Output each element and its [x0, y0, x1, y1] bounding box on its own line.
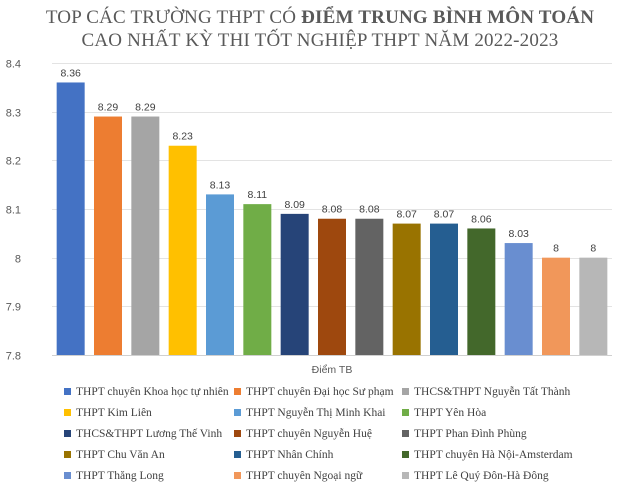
legend-label: THPT Yên Hòa: [414, 406, 487, 419]
y-tick-label: 7.9: [6, 302, 21, 314]
legend-swatch: [234, 430, 241, 437]
data-label: 8.06: [471, 213, 492, 225]
data-label: 8.07: [396, 209, 417, 221]
y-tick-label: 8: [15, 254, 21, 266]
legend-swatch: [402, 409, 409, 416]
bar: [467, 228, 496, 355]
legend-item: THPT chuyên Khoa học tự nhiên: [64, 384, 234, 399]
legend-label: THPT Kim Liên: [76, 406, 152, 419]
legend-label: THCS&THPT Nguyễn Tất Thành: [414, 385, 571, 398]
chart-title: TOP CÁC TRƯỜNG THPT CÓ ĐIỂM TRUNG BÌNH M…: [0, 6, 640, 52]
legend-label: THPT chuyên Ngoại ngữ: [246, 469, 363, 482]
legend-swatch: [402, 388, 409, 395]
legend-item: THCS&THPT Lương Thế Vinh: [64, 426, 234, 441]
data-label: 8.03: [508, 228, 529, 240]
data-label: 8.29: [135, 102, 156, 114]
data-label: 8.09: [284, 199, 305, 211]
x-axis-label: Điểm TB: [312, 364, 353, 376]
data-label: 8.23: [172, 131, 193, 143]
legend-label: THPT Nhân Chính: [246, 448, 334, 461]
legend-swatch: [64, 472, 71, 479]
data-label: 8: [590, 243, 596, 255]
legend-label: THPT Lê Quý Đôn-Hà Đông: [414, 469, 549, 482]
data-label: 8.36: [60, 67, 81, 79]
legend-item: THPT Lê Quý Đôn-Hà Đông: [402, 468, 602, 483]
bar: [168, 145, 197, 355]
legend-label: THPT Chu Văn An: [76, 448, 165, 461]
legend-item: THPT Phan Đình Phùng: [402, 426, 602, 441]
chart-legend: THPT chuyên Khoa học tự nhiên THPT chuyên…: [64, 384, 624, 483]
legend-label: THPT chuyên Đại học Sư phạm: [246, 385, 394, 398]
legend-swatch: [402, 472, 409, 479]
legend-swatch: [64, 451, 71, 458]
y-tick-label: 8.1: [6, 205, 21, 217]
bar: [243, 204, 272, 355]
legend-swatch: [234, 388, 241, 395]
legend-swatch: [234, 409, 241, 416]
legend-item: THPT Nguyễn Thị Minh Khai: [234, 405, 402, 420]
legend-label: THPT chuyên Khoa học tự nhiên: [76, 385, 229, 398]
legend-label: THCS&THPT Lương Thế Vinh: [76, 427, 223, 440]
legend-item: THPT chuyên Ngoại ngữ: [234, 468, 402, 483]
title-line-1: TOP CÁC TRƯỜNG THPT CÓ ĐIỂM TRUNG BÌNH M…: [0, 6, 640, 29]
legend-swatch: [402, 430, 409, 437]
bar: [504, 243, 533, 355]
legend-label: THPT chuyên Nguyễn Huệ: [246, 427, 372, 440]
title-line-1-prefix: TOP CÁC TRƯỜNG THPT CÓ: [45, 7, 302, 28]
legend-item: THPT chuyên Đại học Sư phạm: [234, 384, 402, 399]
bar: [280, 213, 309, 355]
legend-label: THPT chuyên Hà Nội-Amsterdam: [414, 448, 573, 461]
bar: [542, 257, 570, 355]
legend-item: THPT Thăng Long: [64, 468, 234, 483]
title-line-2: CAO NHẤT KỲ THI TỐT NGHIỆP THPT NĂM 2022…: [81, 30, 559, 51]
bar: [579, 257, 608, 355]
data-label: 8.07: [434, 209, 455, 221]
legend-swatch: [234, 451, 241, 458]
bar: [355, 218, 384, 355]
data-label: 8.29: [98, 102, 119, 114]
legend-item: THPT Nhân Chính: [234, 447, 402, 462]
data-label: 8: [553, 243, 559, 255]
data-label: 8.11: [247, 189, 267, 201]
data-label: 8.08: [359, 204, 380, 216]
bar: [94, 116, 122, 356]
y-tick-label: 8.2: [6, 156, 21, 168]
title-line-1-bold: ĐIỂM TRUNG BÌNH MÔN TOÁN: [301, 7, 595, 28]
bar: [56, 82, 85, 355]
data-label: 8.13: [210, 179, 231, 191]
legend-item: THPT chuyên Nguyễn Huệ: [234, 426, 402, 441]
legend-swatch: [64, 388, 71, 395]
y-tick-label: 8.4: [6, 59, 21, 71]
legend-item: THCS&THPT Nguyễn Tất Thành: [402, 384, 602, 399]
legend-item: THPT Kim Liên: [64, 405, 234, 420]
legend-item: THPT Yên Hòa: [402, 405, 602, 420]
bar: [206, 194, 234, 355]
bar: [318, 218, 346, 355]
y-tick-label: 7.8: [6, 351, 21, 363]
legend-swatch: [234, 472, 241, 479]
legend-swatch: [402, 451, 409, 458]
legend-item: THPT chuyên Hà Nội-Amsterdam: [402, 447, 602, 462]
legend-swatch: [64, 409, 71, 416]
bar: [131, 116, 160, 356]
bar: [392, 223, 421, 355]
legend-swatch: [64, 430, 71, 437]
legend-label: THPT Nguyễn Thị Minh Khai: [246, 406, 386, 419]
data-label: 8.08: [322, 204, 343, 216]
legend-label: THPT Thăng Long: [76, 469, 164, 482]
legend-item: THPT Chu Văn An: [64, 447, 234, 462]
bar: [430, 223, 458, 355]
y-tick-label: 8.3: [6, 108, 21, 120]
legend-label: THPT Phan Đình Phùng: [414, 427, 527, 440]
